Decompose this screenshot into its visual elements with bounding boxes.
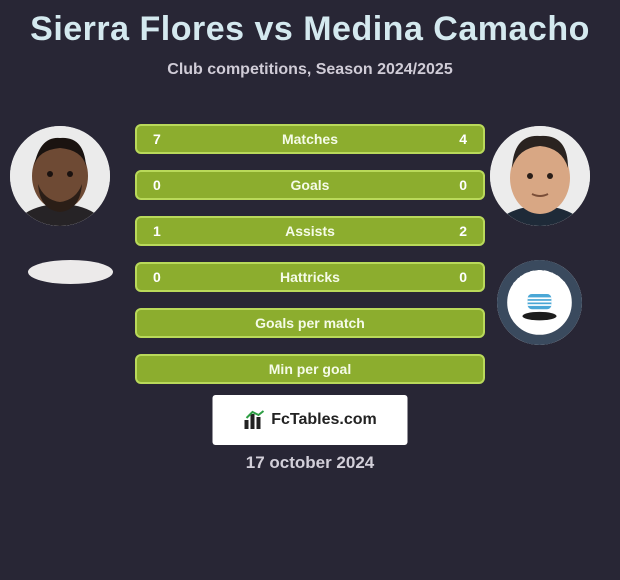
club-left-logo — [28, 260, 113, 284]
stat-label: Matches — [282, 131, 338, 147]
stat-row: Hattricks 0 0 — [135, 262, 485, 292]
stat-label: Min per goal — [269, 361, 351, 377]
stat-row: Matches 7 4 — [135, 124, 485, 154]
player-right-avatar — [490, 126, 590, 226]
club-right-logo: QUERETARO — [497, 260, 582, 345]
stat-right-value: 4 — [459, 131, 467, 147]
player-right-head-icon — [490, 126, 590, 226]
stat-right-value: 0 — [459, 177, 467, 193]
player-left-avatar — [10, 126, 110, 226]
stat-row: Min per goal — [135, 354, 485, 384]
stat-label: Assists — [285, 223, 335, 239]
stat-left-value: 1 — [153, 223, 161, 239]
page-subtitle: Club competitions, Season 2024/2025 — [0, 61, 620, 79]
stat-left-value: 7 — [153, 131, 161, 147]
fctables-logo-icon — [243, 410, 265, 430]
stat-label: Hattricks — [280, 269, 340, 285]
page-title: Sierra Flores vs Medina Camacho — [0, 0, 620, 49]
stat-left-value: 0 — [153, 177, 161, 193]
stats-table: Matches74Goals00Assists12Hattricks00Goal… — [135, 124, 485, 400]
stat-right-value: 2 — [459, 223, 467, 239]
comparison-date: 17 october 2024 — [0, 453, 620, 473]
stat-label: Goals — [291, 177, 330, 193]
stat-label: Goals per match — [255, 315, 365, 331]
stat-row: Assists 1 2 — [135, 216, 485, 246]
club-right-badge-icon: QUERETARO — [497, 260, 582, 345]
stat-row: Goals 0 0 — [135, 170, 485, 200]
stat-right-value: 0 — [459, 269, 467, 285]
fctables-badge: FcTables.com — [213, 395, 408, 445]
stat-row: Goals per match — [135, 308, 485, 338]
fctables-label: FcTables.com — [271, 411, 377, 429]
player-left-head-icon — [10, 126, 110, 226]
stat-left-value: 0 — [153, 269, 161, 285]
